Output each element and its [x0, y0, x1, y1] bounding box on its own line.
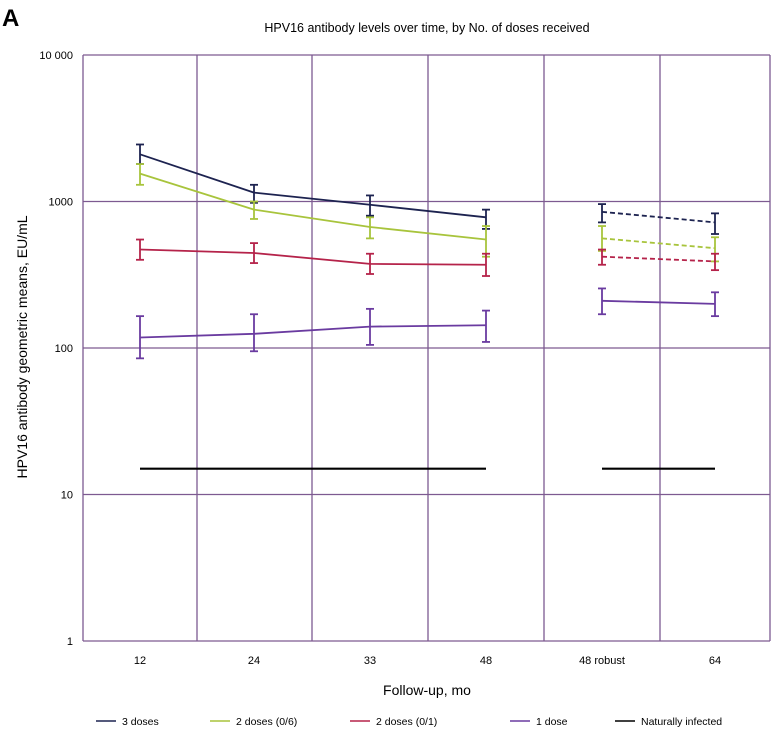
y-tick-label: 1	[67, 636, 73, 648]
series-line	[601, 299, 716, 305]
error-bar	[366, 307, 374, 346]
error-bar	[250, 313, 258, 353]
error-bar	[711, 252, 719, 272]
legend-item-s21: 2 doses (0/1)	[350, 716, 437, 728]
error-bar	[598, 203, 606, 224]
x-tick-label: 24	[248, 655, 260, 667]
legend-item-s1: 1 dose	[510, 716, 568, 728]
legend: 3 doses 2 doses (0/6) 2 doses (0/1) 1 dose N…	[96, 716, 722, 728]
y-tick-label: 10 000	[39, 50, 73, 62]
x-tick-label: 64	[709, 655, 721, 667]
series-line	[139, 172, 487, 241]
y-tick-label: 10	[61, 490, 73, 502]
legend-label: Naturally infected	[641, 716, 722, 728]
y-tick-label: 100	[55, 343, 73, 355]
series-line	[601, 255, 716, 263]
legend-label: 3 doses	[122, 716, 159, 728]
error-bar	[366, 194, 374, 217]
plot-area	[82, 54, 771, 642]
series-line	[139, 153, 487, 219]
series-line	[601, 210, 716, 224]
x-tick-label: 33	[364, 655, 376, 667]
series-s3	[136, 143, 719, 235]
legend-label: 2 doses (0/6)	[236, 716, 297, 728]
x-axis-label: Follow-up, mo	[383, 682, 471, 698]
series-s21	[136, 238, 719, 277]
error-bar	[366, 216, 374, 240]
y-tick-label: 1000	[49, 197, 73, 209]
error-bar	[136, 315, 144, 360]
series-layer	[136, 143, 719, 470]
panel-label: A	[2, 5, 19, 32]
legend-item-s3: 3 doses	[96, 716, 159, 728]
y-axis-ticks: 1 10 100 1000 10 000	[39, 50, 73, 648]
error-bar	[136, 163, 144, 186]
error-bar	[482, 309, 490, 343]
series-line	[139, 324, 487, 339]
y-axis-label: HPV16 antibody geometric means, EU/mL	[14, 215, 30, 478]
x-tick-label: 48 robust	[579, 655, 625, 667]
error-bar	[598, 248, 606, 266]
error-bar	[250, 242, 258, 264]
x-tick-label: 48	[480, 655, 492, 667]
error-bar	[482, 252, 490, 277]
legend-item-nat: Naturally infected	[615, 716, 722, 728]
series-s1	[136, 287, 719, 360]
error-bar	[598, 287, 606, 316]
legend-label: 1 dose	[536, 716, 568, 728]
series-line	[139, 248, 487, 266]
legend-item-s26: 2 doses (0/6)	[210, 716, 297, 728]
x-tick-label: 12	[134, 655, 146, 667]
series-line	[601, 237, 716, 250]
error-bar	[711, 212, 719, 235]
chart-title: HPV16 antibody levels over time, by No. …	[264, 21, 589, 35]
error-bar	[711, 291, 719, 318]
error-bar	[482, 225, 490, 258]
error-bar	[136, 238, 144, 261]
x-axis-ticks: 12 24 33 48 48 robust 64	[134, 655, 721, 667]
error-bar	[250, 200, 258, 220]
error-bar	[366, 252, 374, 275]
legend-label: 2 doses (0/1)	[376, 716, 437, 728]
